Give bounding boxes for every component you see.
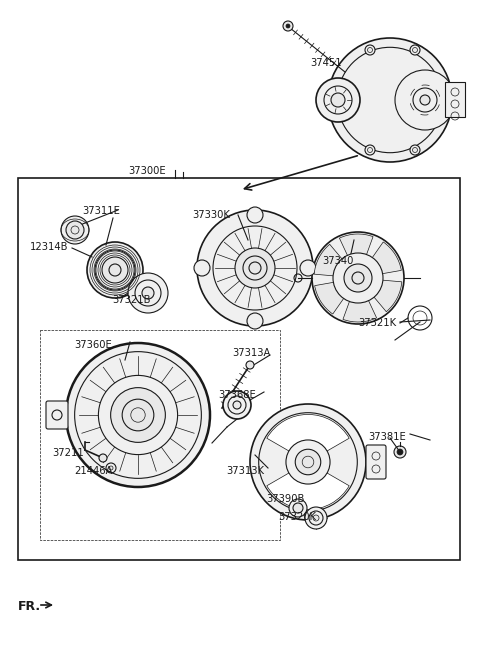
Circle shape	[235, 248, 275, 288]
Circle shape	[197, 210, 313, 326]
Text: 37211: 37211	[52, 448, 84, 458]
Wedge shape	[315, 278, 358, 314]
Circle shape	[286, 24, 290, 28]
Circle shape	[247, 207, 263, 223]
Circle shape	[110, 387, 165, 443]
Circle shape	[250, 404, 366, 520]
Circle shape	[412, 48, 418, 53]
Circle shape	[352, 272, 364, 284]
Text: 37330K: 37330K	[192, 210, 230, 220]
Circle shape	[66, 221, 84, 239]
Text: 37381E: 37381E	[368, 432, 406, 442]
Circle shape	[394, 446, 406, 458]
Circle shape	[293, 503, 303, 513]
Wedge shape	[267, 415, 349, 462]
Circle shape	[395, 70, 455, 130]
Text: 37321K: 37321K	[358, 318, 396, 328]
Circle shape	[109, 466, 113, 470]
Circle shape	[313, 515, 319, 521]
Circle shape	[368, 48, 372, 53]
Circle shape	[289, 499, 307, 517]
Text: 37320K: 37320K	[278, 512, 316, 522]
Circle shape	[333, 253, 383, 303]
Circle shape	[412, 148, 418, 152]
Text: 37321B: 37321B	[112, 295, 151, 305]
Circle shape	[344, 264, 372, 292]
FancyBboxPatch shape	[366, 445, 386, 479]
Circle shape	[66, 343, 210, 487]
Circle shape	[61, 216, 89, 244]
Circle shape	[249, 262, 261, 274]
Circle shape	[99, 454, 107, 462]
Wedge shape	[339, 234, 373, 278]
Circle shape	[305, 507, 327, 529]
Text: FR.: FR.	[18, 600, 41, 613]
Circle shape	[302, 456, 314, 468]
Circle shape	[246, 361, 254, 369]
Circle shape	[286, 440, 330, 484]
Circle shape	[368, 148, 372, 152]
Text: 12314B: 12314B	[30, 242, 69, 252]
Text: 37368E: 37368E	[218, 390, 256, 400]
Circle shape	[300, 260, 316, 276]
Text: 37313K: 37313K	[226, 466, 264, 476]
Circle shape	[131, 408, 145, 422]
Wedge shape	[358, 278, 402, 312]
Text: 37300E: 37300E	[128, 166, 166, 176]
Text: 21446A: 21446A	[74, 466, 112, 476]
Circle shape	[410, 145, 420, 155]
Bar	[40, 330, 280, 540]
Text: 37451: 37451	[310, 58, 342, 68]
Circle shape	[295, 449, 321, 475]
Text: 37360E: 37360E	[74, 340, 112, 350]
Circle shape	[365, 145, 375, 155]
Wedge shape	[358, 242, 401, 278]
Circle shape	[142, 287, 154, 299]
Circle shape	[410, 45, 420, 55]
Circle shape	[98, 376, 178, 454]
Circle shape	[420, 95, 430, 105]
Circle shape	[331, 93, 345, 107]
Circle shape	[247, 313, 263, 329]
Circle shape	[102, 257, 128, 283]
Circle shape	[328, 38, 452, 162]
Circle shape	[128, 273, 168, 313]
Circle shape	[233, 401, 241, 409]
Circle shape	[87, 242, 143, 298]
Wedge shape	[267, 462, 349, 510]
Text: 37390B: 37390B	[266, 494, 304, 504]
Bar	[445, 82, 465, 117]
Circle shape	[194, 260, 210, 276]
Circle shape	[316, 78, 360, 122]
Circle shape	[312, 232, 404, 324]
FancyBboxPatch shape	[46, 401, 68, 429]
Circle shape	[109, 264, 121, 276]
Text: 37340: 37340	[322, 256, 353, 266]
Wedge shape	[314, 244, 358, 278]
Circle shape	[365, 45, 375, 55]
Circle shape	[283, 21, 293, 31]
Circle shape	[397, 449, 403, 455]
Text: 37313A: 37313A	[232, 348, 270, 358]
Bar	[18, 178, 460, 560]
Text: 37311E: 37311E	[82, 206, 120, 216]
Circle shape	[223, 391, 251, 419]
Wedge shape	[343, 278, 377, 322]
